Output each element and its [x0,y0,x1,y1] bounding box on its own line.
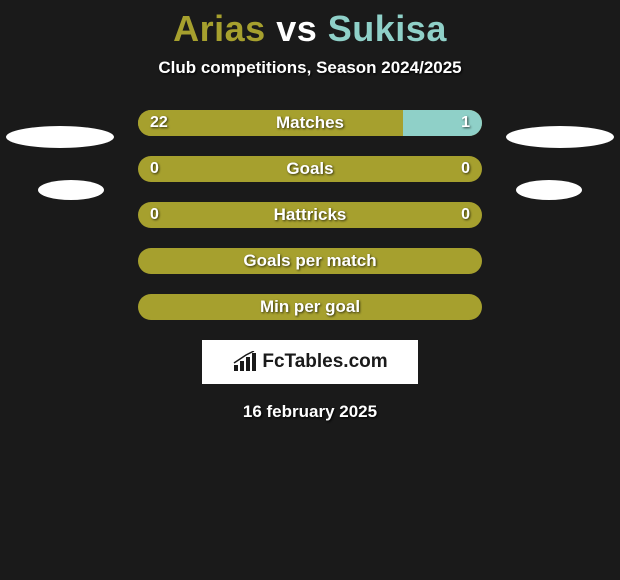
title-vs: vs [276,8,317,49]
stat-row: Goals per match [138,248,482,274]
decoration-ellipse [38,180,104,200]
player2-name: Sukisa [328,8,447,49]
stat-value-left: 0 [150,156,159,182]
stat-value-right: 1 [461,110,470,136]
stat-label: Min per goal [138,294,482,320]
player1-name: Arias [173,8,266,49]
stat-value-left: 0 [150,202,159,228]
stat-row: Hattricks0 0 [138,202,482,228]
decoration-ellipse [516,180,582,200]
logo-chart-icon [232,351,258,373]
stat-row: Min per goal [138,294,482,320]
stat-value-right: 0 [461,156,470,182]
stat-label: Goals [138,156,482,182]
stat-row: Goals0 0 [138,156,482,182]
date-text: 16 february 2025 [0,402,620,422]
logo-text: FcTables.com [262,351,387,373]
stat-label: Matches [138,110,482,136]
subtitle: Club competitions, Season 2024/2025 [0,58,620,78]
logo-box: FcTables.com [202,340,418,384]
stat-label: Hattricks [138,202,482,228]
stat-row: Matches22 1 [138,110,482,136]
stat-label: Goals per match [138,248,482,274]
comparison-title: Arias vs Sukisa [0,0,620,50]
decoration-ellipse [506,126,614,148]
decoration-ellipse [6,126,114,148]
stat-value-left: 22 [150,110,168,136]
stat-value-right: 0 [461,202,470,228]
